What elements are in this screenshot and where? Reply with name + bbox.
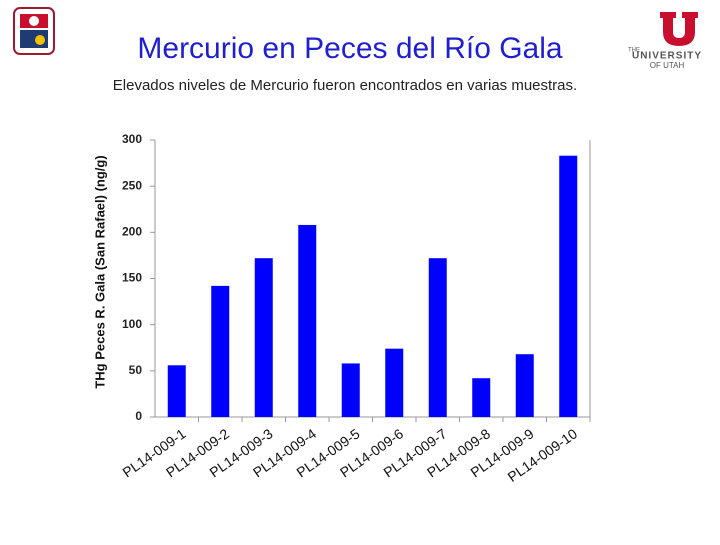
- logo-text: THE: [628, 48, 640, 54]
- y-tick-label: 0: [135, 409, 142, 423]
- y-tick-label: 250: [122, 178, 142, 192]
- y-axis-title: THg Peces R. Gala (San Rafael) (ng/g): [92, 155, 107, 388]
- left-logo: [13, 7, 55, 55]
- chart-subtitle: Elevados niveles de Mercurio fueron enco…: [113, 77, 577, 94]
- bar: [167, 365, 186, 417]
- bar: [559, 155, 578, 418]
- y-tick-label: 200: [122, 225, 142, 239]
- bar: [341, 363, 360, 417]
- logo-text: OF UTAH: [650, 61, 685, 70]
- right-logo: THE UNIVERSITY OF UTAH: [628, 12, 702, 70]
- bar: [254, 258, 273, 417]
- y-tick-label: 150: [122, 271, 142, 285]
- logo-text: UNIVERSITY: [632, 51, 702, 62]
- bar: [385, 348, 404, 417]
- bar: [515, 354, 534, 417]
- bar: [211, 285, 230, 417]
- y-tick-label: 100: [122, 317, 142, 331]
- y-tick-label: 50: [129, 363, 143, 377]
- bar: [472, 378, 491, 417]
- bar: [428, 258, 447, 417]
- y-tick-label: 300: [122, 132, 142, 146]
- chart-title: Mercurio en Peces del Río Gala: [137, 32, 563, 65]
- bar: [298, 224, 317, 417]
